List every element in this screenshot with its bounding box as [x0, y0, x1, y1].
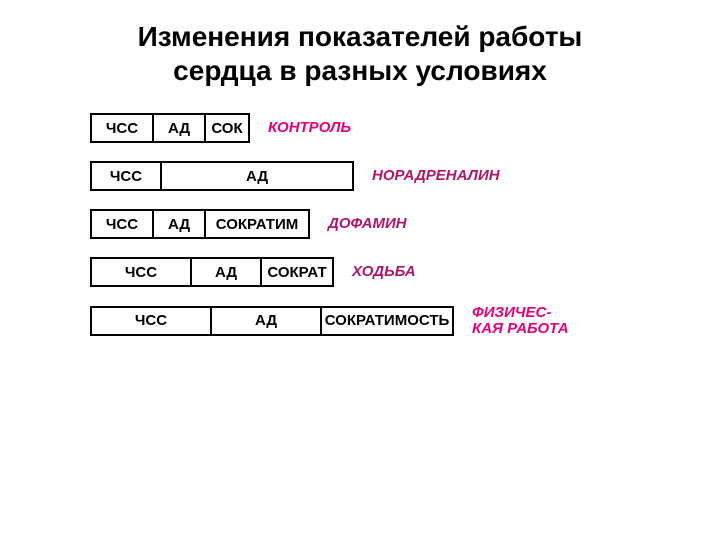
diagram-row: ЧССАДСОКРАТ ХОДЬБА	[90, 257, 690, 287]
metric-cell: ЧСС	[92, 308, 212, 334]
diagram-row: ЧССАД НОРАДРЕНАЛИН	[90, 161, 690, 191]
row-label: ХОДЬБА	[352, 264, 416, 280]
metric-cell: АД	[154, 211, 206, 237]
metric-cell: ЧСС	[92, 115, 154, 141]
page-title: Изменения показателей работы сердца в ра…	[0, 0, 720, 87]
metric-cell: АД	[162, 163, 352, 189]
diagram-row: ЧССАДСОКРАТИМОСТЬ ФИЗИЧЕС-КАЯ РАБОТА	[90, 305, 690, 337]
diagram-rows: ЧССАДСОККОНТРОЛЬЧССАДНОРАДРЕНАЛИНЧССАДСО…	[0, 87, 720, 337]
metric-cell: АД	[154, 115, 206, 141]
title-line-2: сердца в разных условиях	[173, 55, 547, 86]
metric-cell: СОКРАТИМ	[206, 211, 308, 237]
row-label: ДОФАМИН	[328, 216, 407, 232]
row-boxes: ЧССАДСОКРАТИМ	[90, 209, 310, 239]
row-boxes: ЧССАД	[90, 161, 354, 191]
row-label: НОРАДРЕНАЛИН	[372, 168, 500, 184]
metric-cell: СОКРАТ	[262, 259, 332, 285]
metric-cell: АД	[192, 259, 262, 285]
row-boxes: ЧССАДСОКРАТ	[90, 257, 334, 287]
metric-cell: АД	[212, 308, 322, 334]
row-label: КОНТРОЛЬ	[268, 120, 351, 136]
row-boxes: ЧССАДСОК	[90, 113, 250, 143]
row-boxes: ЧССАДСОКРАТИМОСТЬ	[90, 306, 454, 336]
metric-cell: ЧСС	[92, 211, 154, 237]
metric-cell: ЧСС	[92, 259, 192, 285]
metric-cell: СОК	[206, 115, 248, 141]
title-line-1: Изменения показателей работы	[138, 21, 583, 52]
metric-cell: СОКРАТИМОСТЬ	[322, 308, 452, 334]
diagram-row: ЧССАДСОК КОНТРОЛЬ	[90, 113, 690, 143]
row-label: ФИЗИЧЕС-КАЯ РАБОТА	[472, 305, 569, 337]
metric-cell: ЧСС	[92, 163, 162, 189]
diagram-row: ЧССАДСОКРАТИМ ДОФАМИН	[90, 209, 690, 239]
